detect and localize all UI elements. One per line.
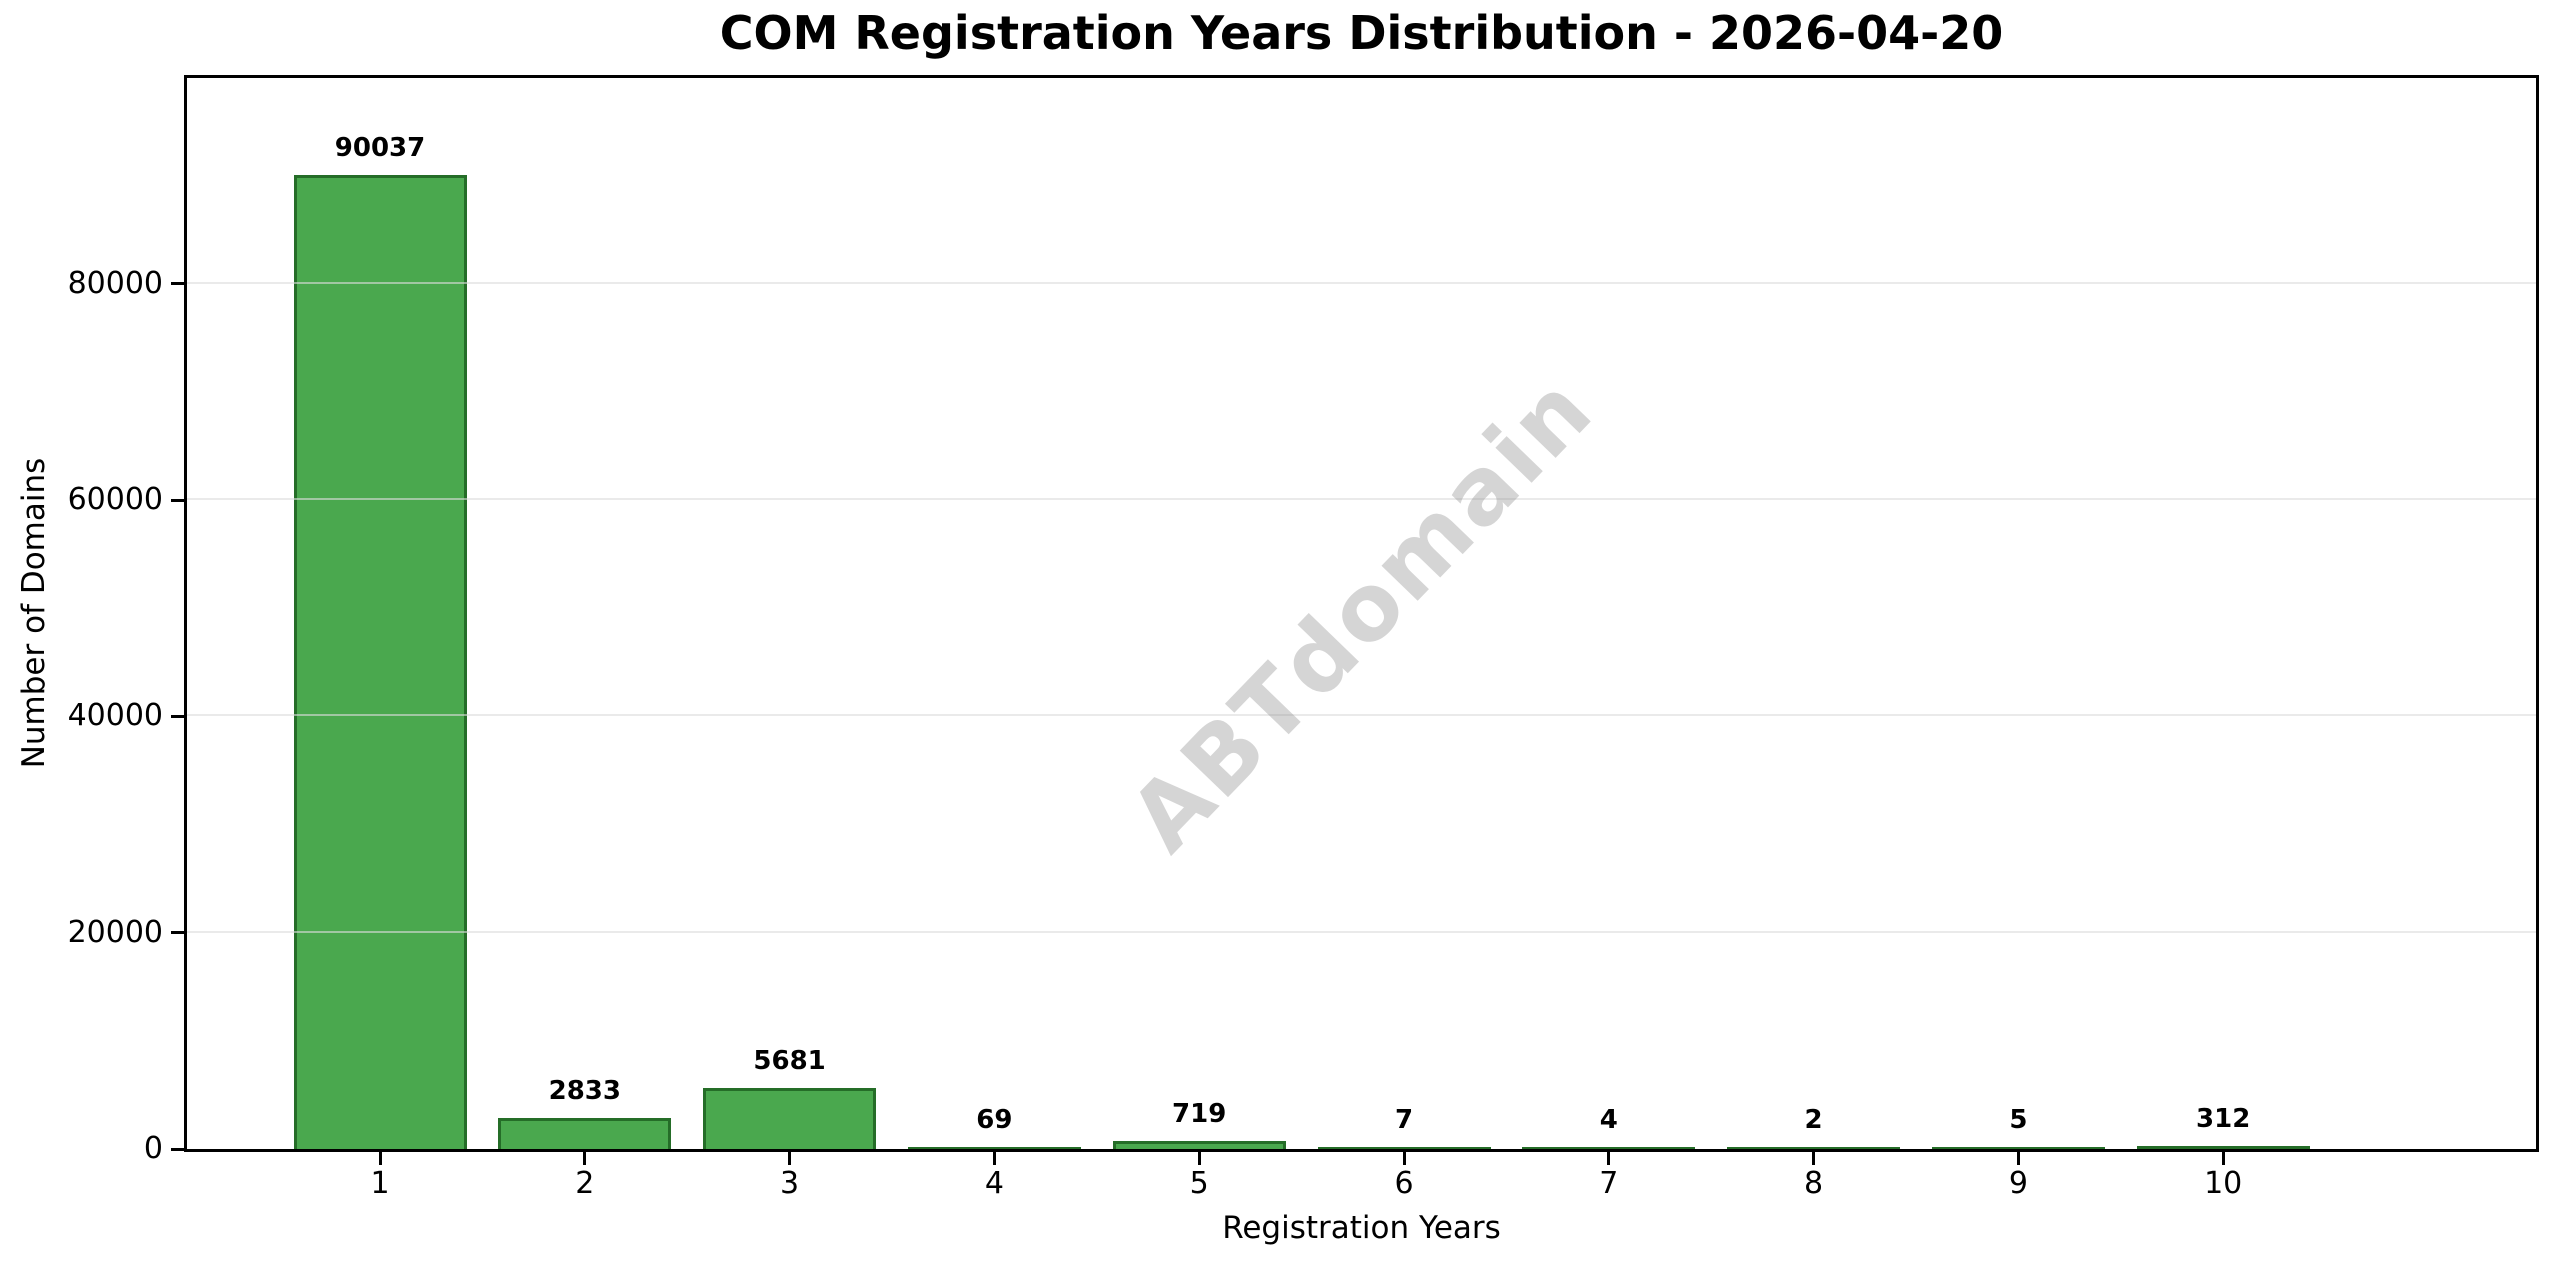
x-tick-label-9: 9 [2008,1166,2028,1201]
watermark: ABTdomain [187,78,2536,1149]
bar-value-label-9: 5 [2009,1105,2028,1135]
gridline-20000 [187,930,2536,933]
y-tick-label-20000: 20000 [67,914,163,950]
bar-year-9 [1931,1147,2105,1149]
bar-year-5 [1112,1141,1286,1149]
bar-value-label-6: 7 [1394,1105,1414,1135]
x-tick-label-8: 8 [1804,1166,1824,1201]
bar-value-label-5: 719 [1172,1099,1227,1129]
bar-year-2 [498,1118,672,1149]
bar-year-3 [703,1088,877,1149]
watermark-text: ABTdomain [1109,355,1614,872]
bar-value-label-10: 312 [2196,1104,2251,1134]
x-tick-mark-8 [1812,1152,1816,1165]
bar-year-1 [293,175,467,1149]
y-tick-label-80000: 80000 [67,265,163,301]
x-tick-mark-9 [2016,1152,2020,1165]
y-tick-mark-40000 [171,714,184,718]
x-tick-mark-3 [788,1152,792,1165]
plot-area: ABTdomain 90037 2833 5681 69 719 7 4 2 5 312 [184,75,2539,1152]
x-axis-label: Registration Years [1222,1210,1501,1246]
bar-value-label-2: 2833 [548,1076,621,1106]
gridline-40000 [187,714,2536,717]
y-tick-mark-80000 [171,282,184,286]
x-tick-mark-6 [1402,1152,1406,1165]
x-tick-mark-1 [378,1152,382,1165]
bar-year-8 [1727,1147,1901,1149]
y-tick-mark-0 [171,1147,184,1151]
bar-value-label-7: 4 [1599,1105,1618,1135]
bar-value-label-4: 69 [976,1105,1013,1135]
y-tick-mark-60000 [171,498,184,502]
y-tick-label-60000: 60000 [67,482,163,518]
gridline-60000 [187,498,2536,501]
x-tick-label-5: 5 [1189,1166,1209,1201]
y-tick-label-40000: 40000 [67,698,163,734]
bar-year-4 [907,1147,1081,1149]
x-tick-mark-5 [1197,1152,1201,1165]
bar-value-label-8: 2 [1804,1105,1823,1135]
y-tick-label-0: 0 [143,1131,163,1166]
bar-year-7 [1522,1147,1696,1149]
chart-title: COM Registration Years Distribution - 20… [719,6,2004,60]
bar-value-label-1: 90037 [334,133,426,163]
x-tick-mark-2 [583,1152,587,1165]
x-tick-label-3: 3 [780,1166,800,1201]
bar-year-6 [1317,1147,1491,1149]
x-tick-label-7: 7 [1599,1166,1619,1201]
x-tick-mark-7 [1607,1152,1611,1165]
x-tick-label-6: 6 [1394,1166,1414,1201]
bar-value-label-3: 5681 [753,1046,826,1076]
x-tick-label-2: 2 [575,1166,595,1201]
x-tick-label-4: 4 [984,1166,1004,1201]
x-tick-label-1: 1 [370,1166,390,1201]
gridline-80000 [187,281,2536,284]
bar-year-10 [2136,1146,2310,1149]
x-tick-mark-4 [992,1152,996,1165]
y-tick-mark-20000 [171,931,184,935]
x-tick-mark-10 [2221,1152,2225,1165]
x-tick-label-10: 10 [2204,1166,2243,1201]
